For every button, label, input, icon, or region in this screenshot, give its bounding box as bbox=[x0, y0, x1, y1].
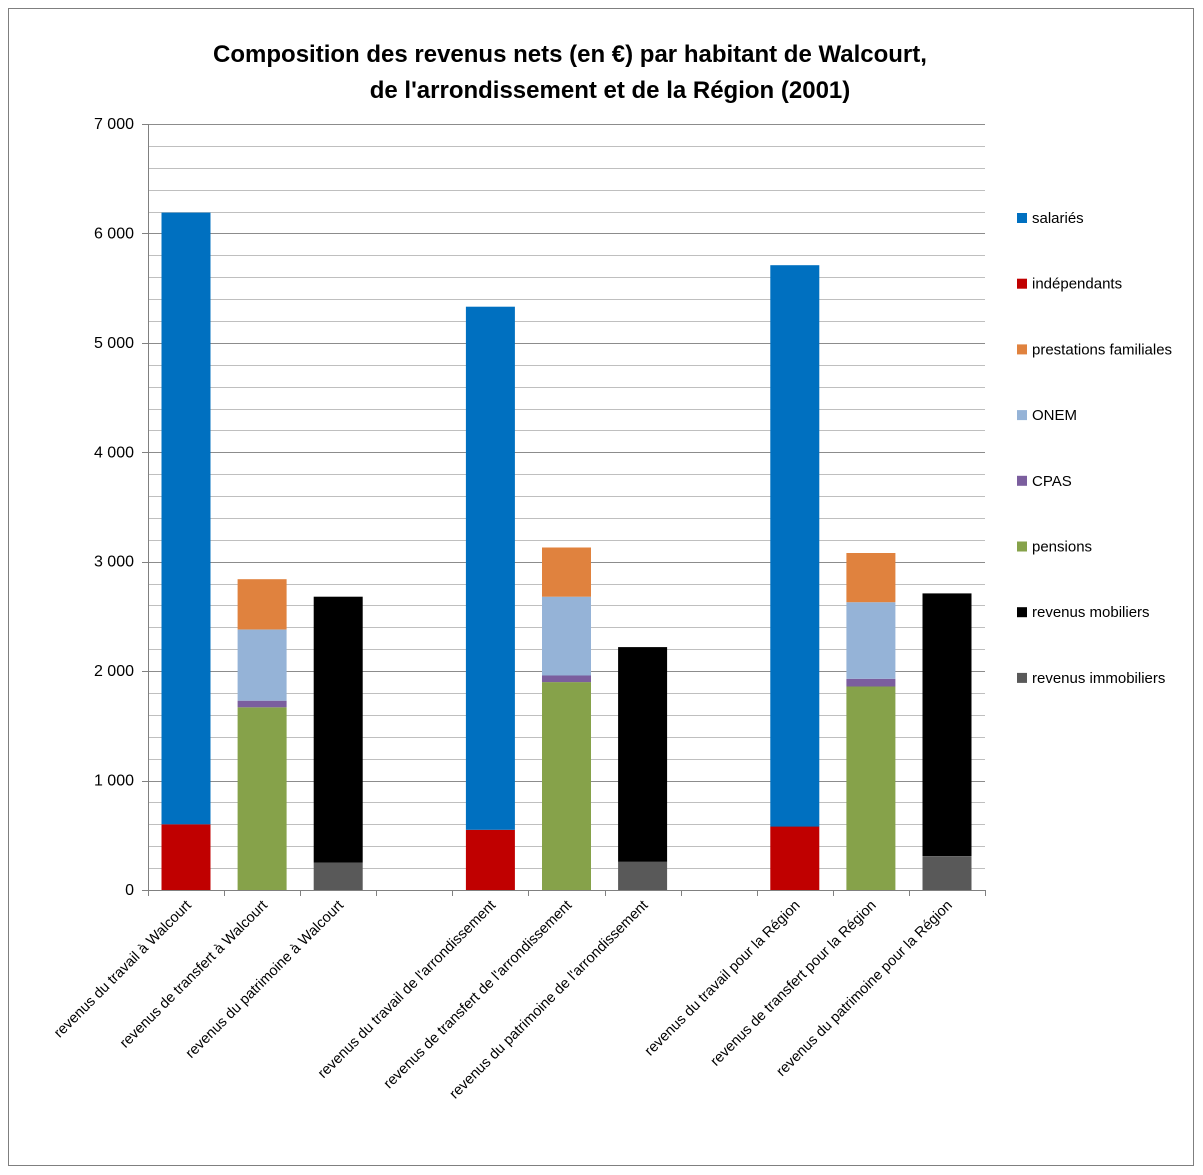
x-category-label: revenus du patrimoine à Walcourt bbox=[183, 898, 347, 1062]
bar-segment-cpas bbox=[542, 675, 591, 683]
legend-swatch bbox=[1017, 278, 1027, 289]
legend-label: salariés bbox=[1032, 210, 1084, 227]
legend-swatch bbox=[1017, 213, 1027, 223]
bar-segment-onem bbox=[846, 602, 896, 679]
bar-segment-pensions bbox=[237, 707, 287, 890]
y-tick-label: 0 bbox=[125, 882, 134, 899]
bar-segment-revenus-mobiliers bbox=[922, 593, 972, 856]
x-category-label: revenus de transfert pour la Région bbox=[708, 898, 880, 1070]
legend-label: ONEM bbox=[1032, 407, 1077, 424]
legend-label: pensions bbox=[1032, 539, 1092, 556]
legend-label: prestations familiales bbox=[1032, 341, 1172, 358]
bar-segment-cpas bbox=[846, 678, 896, 687]
legend-swatch bbox=[1017, 410, 1027, 421]
bar-segment-pensions bbox=[846, 686, 896, 890]
bar-segment-prestations-familiales bbox=[846, 553, 896, 603]
legend-label: revenus mobiliers bbox=[1032, 604, 1150, 621]
y-tick-label: 7 000 bbox=[94, 116, 134, 133]
legend-swatch bbox=[1017, 344, 1027, 355]
bar-segment-independants bbox=[770, 826, 820, 890]
bar-segment-onem bbox=[542, 596, 591, 676]
bar-segment-cpas bbox=[237, 700, 287, 708]
bar-segment-pensions bbox=[542, 682, 591, 890]
y-tick-label: 2 000 bbox=[94, 663, 134, 680]
bar-segment-independants bbox=[161, 824, 211, 890]
bar-segment-onem bbox=[237, 629, 287, 701]
y-tick-labels: 0 1 000 2 000 3 000 4 000 5 000 6 000 7 000 bbox=[94, 116, 134, 899]
x-category-label: revenus du travail à Walcourt bbox=[51, 898, 195, 1042]
bar-segment-revenus-mobiliers bbox=[313, 596, 363, 863]
bar-segment-revenus-immobiliers bbox=[922, 856, 972, 890]
legend-label: indépendants bbox=[1032, 276, 1122, 293]
bar-segment-salaries bbox=[161, 212, 211, 825]
legend-swatch bbox=[1017, 607, 1027, 618]
bar-segment-salaries bbox=[770, 265, 820, 827]
bar-segment-salaries bbox=[465, 306, 515, 830]
chart-title-line-2: de l'arrondissement et de la Région (200… bbox=[370, 77, 851, 104]
chart-title-line-1: Composition des revenus nets (en €) par … bbox=[213, 41, 927, 68]
bar-segment-revenus-immobiliers bbox=[313, 862, 363, 890]
axes bbox=[142, 124, 986, 896]
chart-title: Composition des revenus nets (en €) par … bbox=[213, 41, 927, 104]
legend-swatch bbox=[1017, 475, 1027, 486]
bar-segment-prestations-familiales bbox=[237, 579, 287, 630]
legend-label: revenus immobiliers bbox=[1032, 670, 1165, 687]
y-tick-label: 6 000 bbox=[94, 225, 134, 242]
y-tick-label: 4 000 bbox=[94, 444, 134, 461]
bar-segment-independants bbox=[465, 829, 515, 890]
legend-label: CPAS bbox=[1032, 473, 1072, 490]
legend-swatch bbox=[1017, 672, 1027, 683]
bar-segment-revenus-immobiliers bbox=[618, 861, 668, 890]
legend-swatch bbox=[1017, 541, 1027, 552]
y-tick-label: 3 000 bbox=[94, 554, 134, 571]
bars bbox=[161, 212, 972, 890]
bar-segment-prestations-familiales bbox=[542, 547, 591, 597]
x-category-label: revenus de transfert à Walcourt bbox=[117, 898, 271, 1052]
x-category-label: revenus du patrimoine pour la Région bbox=[773, 898, 955, 1080]
y-tick-label: 5 000 bbox=[94, 335, 134, 352]
x-category-label: revenus du travail pour la Région bbox=[642, 898, 804, 1060]
y-tick-label: 1 000 bbox=[94, 773, 134, 790]
legend: salariés indépendants prestations familial… bbox=[1017, 210, 1172, 687]
bar-segment-revenus-mobiliers bbox=[618, 647, 668, 862]
